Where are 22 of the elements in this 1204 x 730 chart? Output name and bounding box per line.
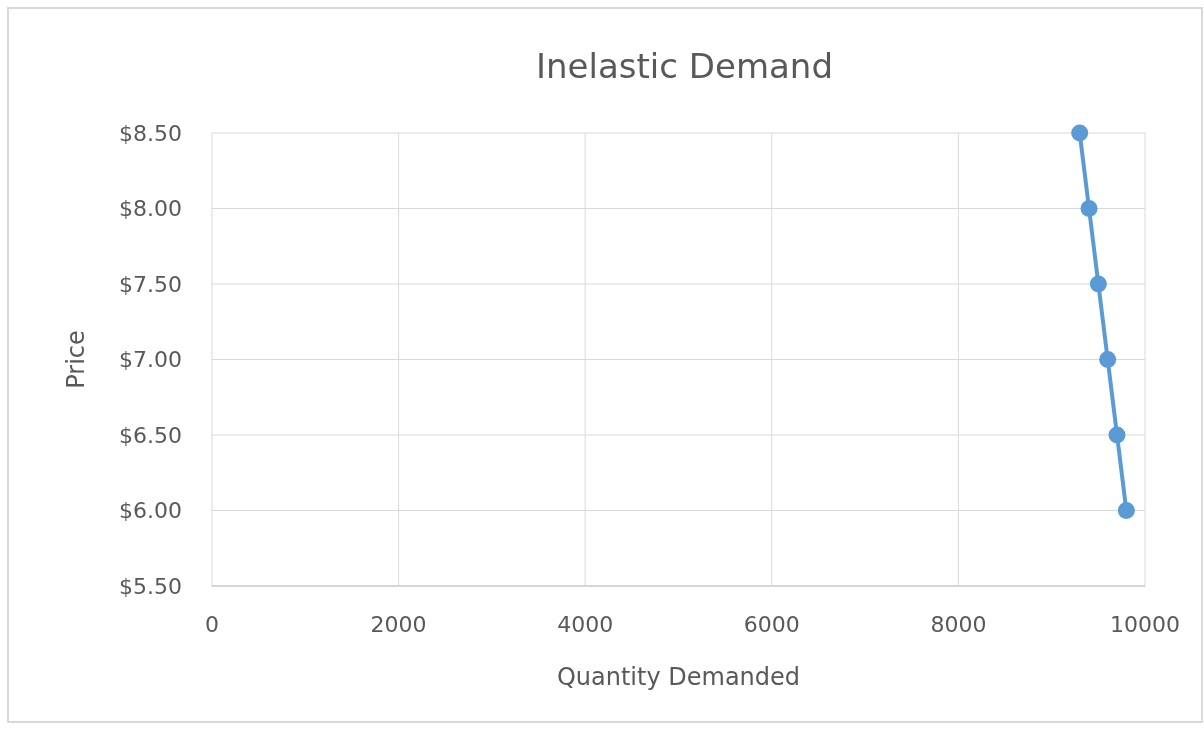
x-tick-label: 10000 <box>1110 612 1180 637</box>
x-tick-label: 8000 <box>930 612 987 637</box>
x-tick-label: 2000 <box>370 612 427 637</box>
point <box>1099 351 1117 368</box>
x-axis-title: Quantity Demanded <box>556 663 801 691</box>
x-tick-label: 4000 <box>557 612 614 637</box>
y-tick-label: $6.50 <box>119 422 182 448</box>
y-tick-label: $8.50 <box>119 120 182 146</box>
x-tick-label: 0 <box>205 612 219 637</box>
x-tick-label: 6000 <box>743 612 800 637</box>
y-tick-label: $8.00 <box>119 196 182 222</box>
y-tick-label: $5.50 <box>119 573 182 599</box>
point <box>1117 502 1135 519</box>
y-tick-label: $7.50 <box>119 271 182 297</box>
y-tick-label: $7.00 <box>119 347 182 373</box>
point <box>1108 426 1126 444</box>
chart-title: Inelastic Demand <box>536 46 833 86</box>
point <box>1071 124 1089 142</box>
point <box>1080 200 1098 217</box>
y-axis-title: Price <box>62 330 90 389</box>
y-tick-label: $6.00 <box>119 498 182 524</box>
point <box>1089 275 1107 293</box>
